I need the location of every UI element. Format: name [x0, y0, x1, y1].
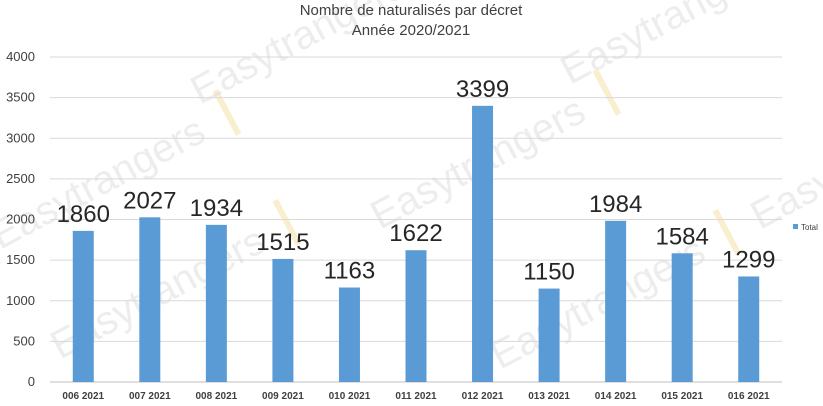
bar — [338, 287, 360, 382]
data-label: 2027 — [123, 187, 176, 214]
x-tick-label: 008 2021 — [196, 391, 238, 402]
y-axis-ticks: 0 500 1000 1500 2000 2500 3000 3500 4000 — [6, 49, 35, 389]
x-tick-label: 013 2021 — [528, 391, 570, 402]
x-tick-label: 010 2021 — [329, 391, 371, 402]
x-tick-label: 009 2021 — [262, 391, 304, 402]
x-tick-label: 014 2021 — [595, 391, 637, 402]
data-label: 1934 — [190, 195, 243, 222]
watermark: Easytrangers — [744, 88, 823, 237]
y-tick-label: 3500 — [6, 90, 35, 105]
bar — [205, 224, 227, 382]
bar — [272, 258, 294, 382]
bar — [405, 250, 427, 382]
x-axis-ticks: 006 2021 007 2021 008 2021 009 2021 010 2021… — [62, 391, 770, 402]
watermark-text: Easytrangers — [554, 0, 783, 93]
y-tick-label: 1500 — [6, 252, 35, 267]
chart-title: Nombre de naturalisés par décret — [300, 2, 523, 19]
x-tick-label: 007 2021 — [129, 391, 171, 402]
watermark: Easytrangers — [554, 0, 783, 93]
legend: Total — [793, 223, 818, 232]
legend-swatch — [793, 224, 798, 229]
data-label: 1584 — [655, 223, 708, 250]
chart-subtitle: Année 2020/2021 — [352, 22, 470, 39]
data-label: 1860 — [57, 201, 110, 228]
watermark-accent — [272, 198, 302, 246]
y-tick-label: 2500 — [6, 171, 35, 186]
data-label: 1622 — [389, 220, 442, 247]
x-tick-label: 016 2021 — [728, 391, 770, 402]
bar — [605, 220, 627, 382]
y-tick-label: 1000 — [6, 293, 35, 308]
y-tick-label: 500 — [13, 333, 35, 348]
bar — [72, 230, 94, 382]
data-label: 1150 — [523, 259, 575, 286]
y-tick-label: 0 — [28, 374, 35, 389]
bars — [72, 105, 760, 383]
legend-label-total: Total — [801, 223, 818, 232]
bar — [538, 288, 560, 382]
bar — [472, 105, 494, 383]
x-tick-label: 006 2021 — [62, 391, 104, 402]
bar — [671, 253, 693, 382]
data-label: 1163 — [324, 258, 376, 285]
data-label: 1515 — [256, 229, 309, 256]
watermark-accent — [212, 88, 242, 136]
data-label: 1984 — [589, 191, 642, 218]
watermark-accent — [712, 208, 742, 256]
watermark: Easytrangers — [0, 88, 242, 258]
data-labels: 1860 2027 1934 1515 1163 1622 3399 1150 1984 1584… — [57, 76, 776, 286]
y-tick-label: 4000 — [6, 49, 35, 64]
bar — [738, 276, 760, 382]
watermark-accent — [592, 68, 622, 116]
x-tick-label: 012 2021 — [462, 391, 504, 402]
y-tick-label: 2000 — [6, 212, 35, 227]
bar — [139, 217, 161, 382]
data-label: 3399 — [456, 76, 509, 103]
x-tick-label: 011 2021 — [395, 391, 437, 402]
watermark-text: Easytrangers — [744, 88, 823, 237]
y-tick-label: 3000 — [6, 130, 35, 145]
x-tick-label: 015 2021 — [661, 391, 703, 402]
data-label: 1299 — [722, 246, 775, 273]
